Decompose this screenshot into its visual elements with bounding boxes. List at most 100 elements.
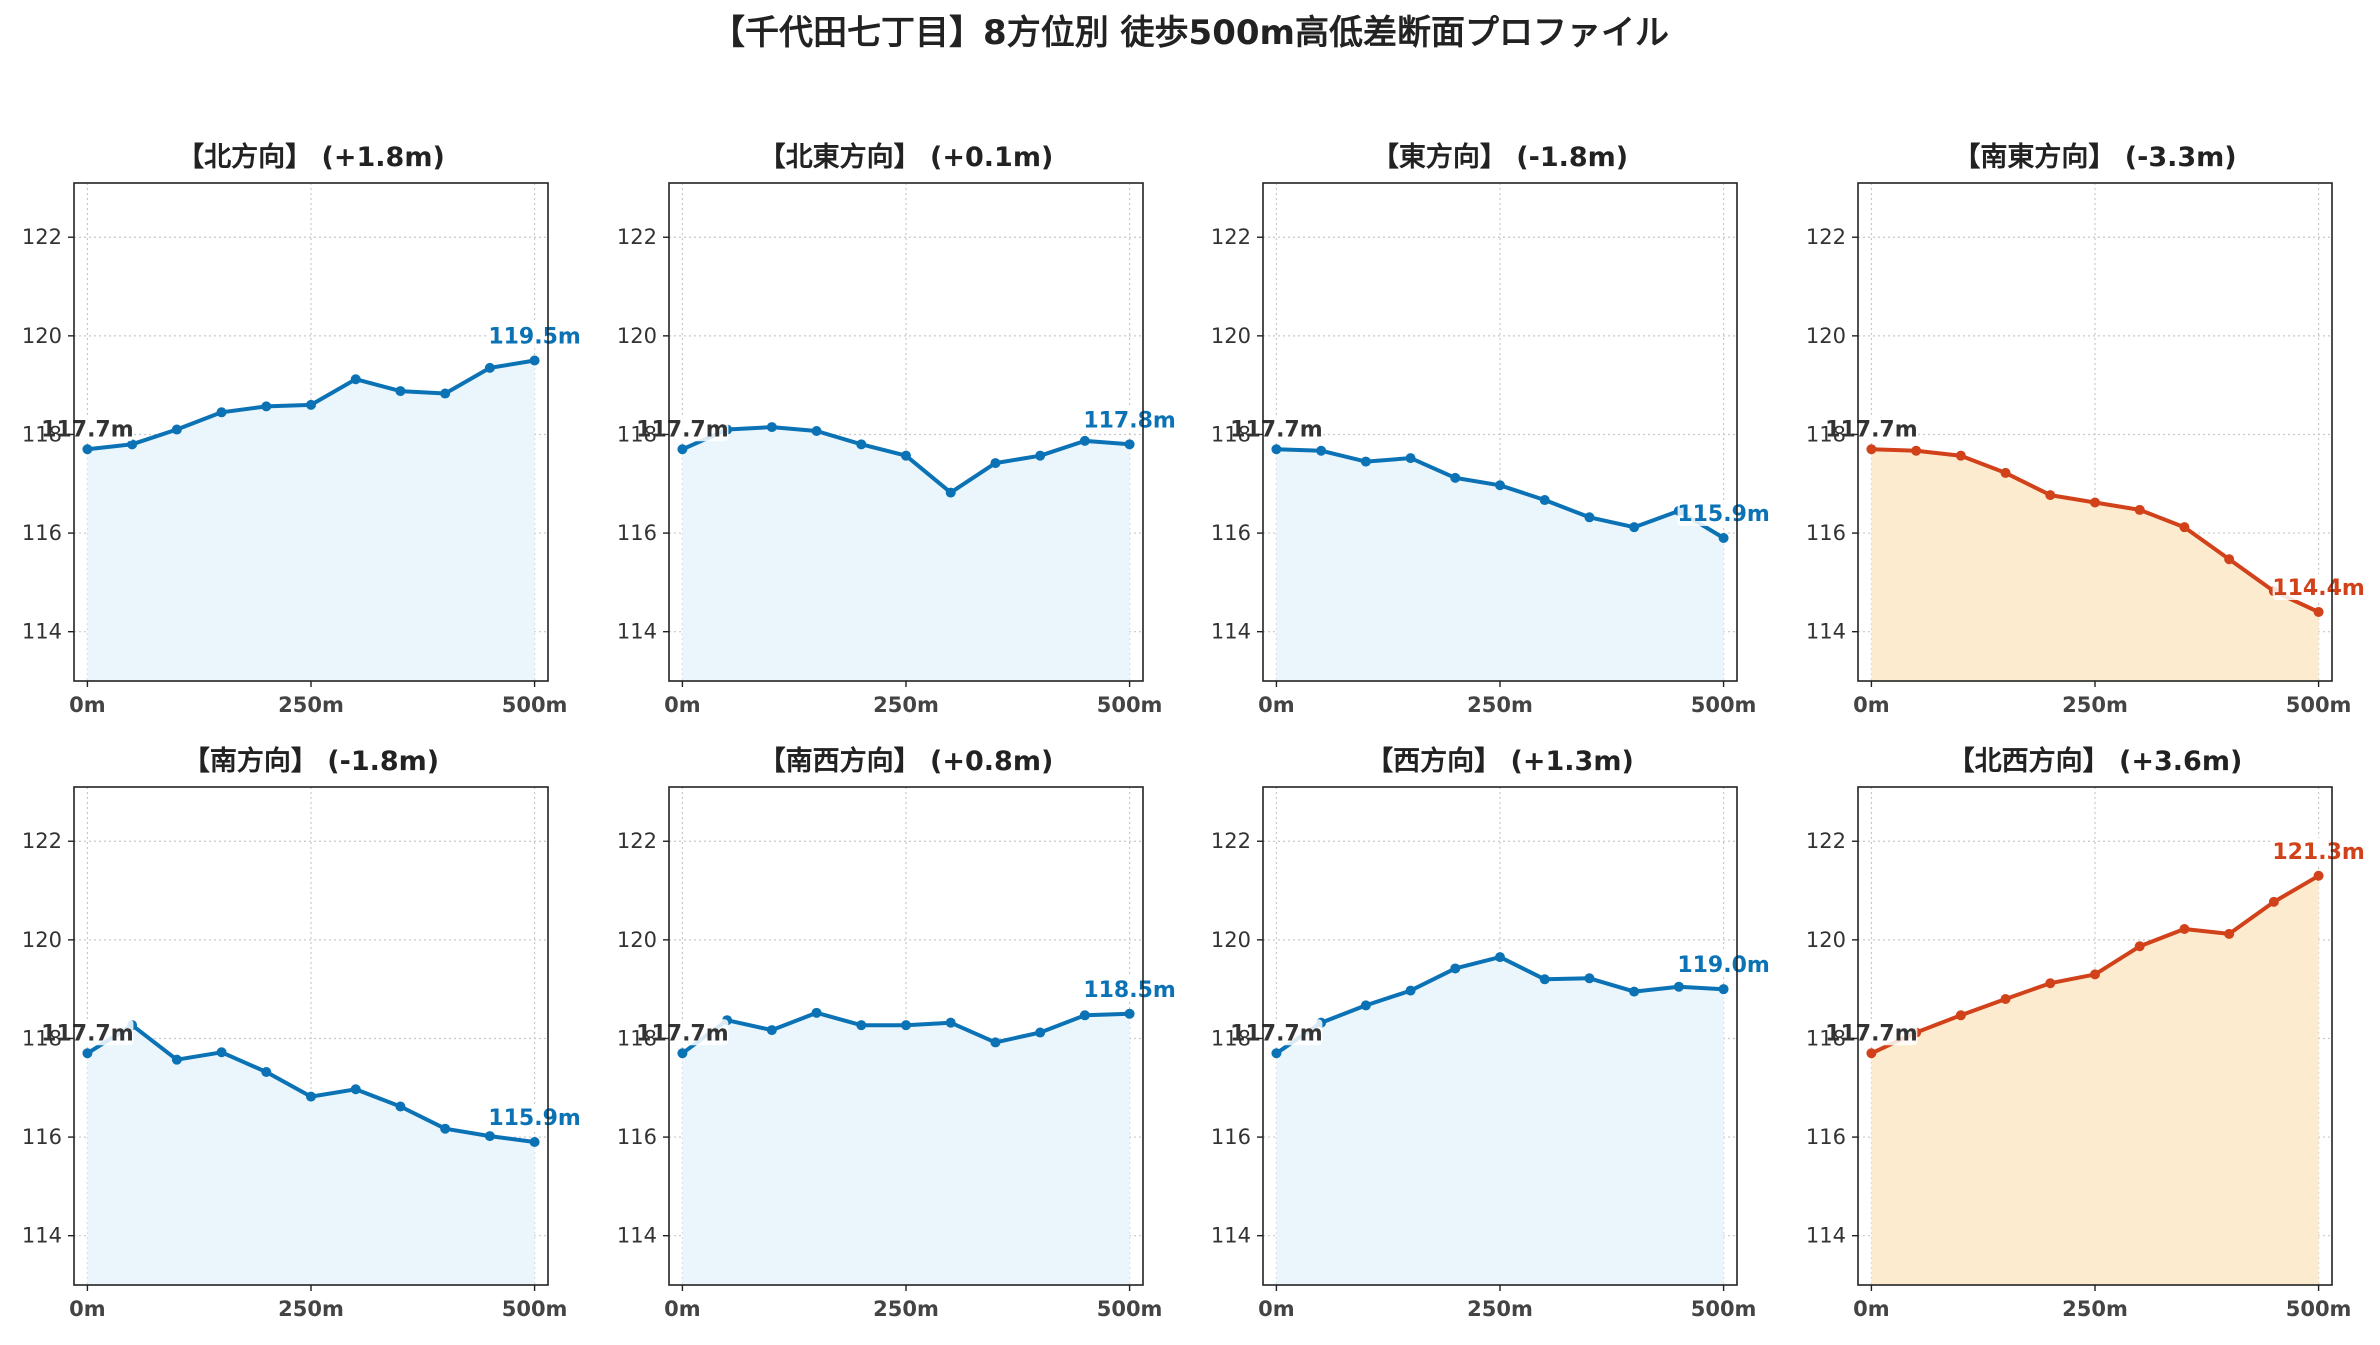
x-tick-label: 500m bbox=[1691, 693, 1757, 717]
data-point bbox=[2179, 522, 2190, 533]
y-tick-label: 122 bbox=[22, 225, 62, 249]
start-label: 117.7m bbox=[636, 417, 729, 442]
data-point bbox=[1629, 986, 1640, 997]
panel-6: 【南西方向】 (+0.8m) 117.7m 118.5m 114 116 118 120 12… bbox=[617, 745, 1176, 1321]
data-point bbox=[990, 1037, 1001, 1048]
data-point bbox=[1955, 450, 1966, 461]
y-tick-label: 116 bbox=[617, 521, 657, 545]
x-tick-label: 250m bbox=[873, 1297, 939, 1321]
end-label-bg bbox=[2272, 837, 2365, 864]
x-tick-label: 0m bbox=[664, 693, 701, 717]
x-tick-label: 250m bbox=[2062, 693, 2128, 717]
start-label: 117.7m bbox=[1825, 417, 1918, 442]
data-point bbox=[1079, 435, 1090, 446]
y-tick-label: 114 bbox=[1211, 620, 1251, 644]
data-point bbox=[901, 450, 911, 461]
start-label-bg bbox=[41, 415, 134, 442]
area-fill bbox=[682, 427, 1130, 681]
y-tick-label: 116 bbox=[1806, 1125, 1846, 1149]
data-point bbox=[350, 374, 361, 385]
data-point bbox=[1316, 445, 1327, 456]
end-label-bg bbox=[1677, 500, 1770, 527]
x-tick-label: 250m bbox=[1467, 693, 1533, 717]
y-tick-label: 118 bbox=[22, 1026, 62, 1050]
y-tick-label: 122 bbox=[1806, 225, 1846, 249]
data-point bbox=[1360, 456, 1371, 467]
x-tick-label: 250m bbox=[278, 1297, 344, 1321]
area-fill bbox=[1276, 957, 1724, 1285]
data-point bbox=[1539, 974, 1550, 985]
data-point bbox=[2179, 924, 2190, 935]
x-tick-label: 500m bbox=[502, 693, 568, 717]
panel-title: 【南西方向】 (+0.8m) bbox=[759, 745, 1054, 777]
area-fill bbox=[87, 1025, 535, 1285]
y-tick-label: 120 bbox=[617, 928, 657, 952]
y-tick-label: 114 bbox=[1806, 620, 1846, 644]
panel-title: 【東方向】 (-1.8m) bbox=[1372, 141, 1628, 173]
data-point bbox=[1405, 453, 1416, 464]
end-label: 114.4m bbox=[2272, 576, 2365, 601]
data-point bbox=[1124, 1008, 1135, 1019]
data-point bbox=[1271, 1048, 1282, 1059]
data-point bbox=[216, 1047, 227, 1058]
end-label: 115.9m bbox=[488, 1106, 581, 1131]
start-label-bg bbox=[1825, 1019, 1918, 1046]
data-point bbox=[811, 1007, 822, 1018]
data-point bbox=[2090, 497, 2100, 508]
data-point bbox=[1495, 480, 1505, 491]
end-label: 115.9m bbox=[1677, 502, 1770, 527]
data-point bbox=[82, 1048, 93, 1059]
x-tick-label: 500m bbox=[1097, 1297, 1163, 1321]
end-label: 119.0m bbox=[1677, 953, 1770, 978]
data-point bbox=[1450, 472, 1461, 483]
y-tick-label: 120 bbox=[22, 928, 62, 952]
data-point bbox=[677, 444, 688, 455]
y-tick-label: 114 bbox=[1211, 1224, 1251, 1248]
data-point bbox=[1584, 512, 1595, 523]
end-label-bg bbox=[1677, 951, 1770, 978]
data-point bbox=[350, 1084, 361, 1095]
panel-8: 【北西方向】 (+3.6m) 117.7m 121.3m 114 116 118 120 12… bbox=[1806, 745, 2365, 1321]
start-label-bg bbox=[1230, 1019, 1323, 1046]
start-label-bg bbox=[1230, 415, 1323, 442]
x-tick-label: 0m bbox=[1853, 1297, 1890, 1321]
data-point bbox=[2045, 490, 2056, 501]
y-tick-label: 116 bbox=[1211, 521, 1251, 545]
data-point bbox=[856, 1020, 867, 1031]
data-point bbox=[677, 1048, 688, 1059]
data-point bbox=[261, 1066, 272, 1077]
start-label: 117.7m bbox=[636, 1021, 729, 1046]
data-point bbox=[1866, 444, 1877, 455]
data-point bbox=[484, 362, 495, 373]
y-tick-label: 120 bbox=[22, 324, 62, 348]
end-label: 118.5m bbox=[1083, 978, 1176, 1003]
data-point bbox=[306, 399, 316, 410]
end-label: 117.8m bbox=[1083, 408, 1176, 433]
data-point bbox=[2224, 554, 2235, 565]
end-label-bg bbox=[1083, 406, 1176, 433]
data-point bbox=[1629, 522, 1640, 533]
y-tick-label: 118 bbox=[1806, 1026, 1846, 1050]
data-point bbox=[2090, 969, 2100, 980]
y-tick-label: 120 bbox=[1211, 324, 1251, 348]
y-tick-label: 116 bbox=[1211, 1125, 1251, 1149]
y-tick-label: 114 bbox=[22, 620, 62, 644]
start-label: 117.7m bbox=[41, 417, 134, 442]
data-point bbox=[2313, 870, 2324, 881]
y-tick-label: 118 bbox=[1211, 422, 1251, 446]
area-fill bbox=[682, 1012, 1130, 1285]
panel-title: 【南方向】 (-1.8m) bbox=[183, 745, 439, 777]
x-tick-label: 250m bbox=[1467, 1297, 1533, 1321]
area-fill bbox=[1871, 449, 2319, 681]
data-point bbox=[306, 1091, 316, 1102]
start-label: 117.7m bbox=[41, 1021, 134, 1046]
y-tick-label: 122 bbox=[617, 829, 657, 853]
end-label-bg bbox=[2272, 573, 2365, 600]
data-point bbox=[2268, 896, 2279, 907]
y-tick-label: 120 bbox=[1806, 928, 1846, 952]
area-fill bbox=[87, 360, 535, 681]
panel-title: 【南東方向】 (-3.3m) bbox=[1953, 141, 2236, 173]
x-tick-label: 0m bbox=[1853, 693, 1890, 717]
y-tick-label: 122 bbox=[617, 225, 657, 249]
